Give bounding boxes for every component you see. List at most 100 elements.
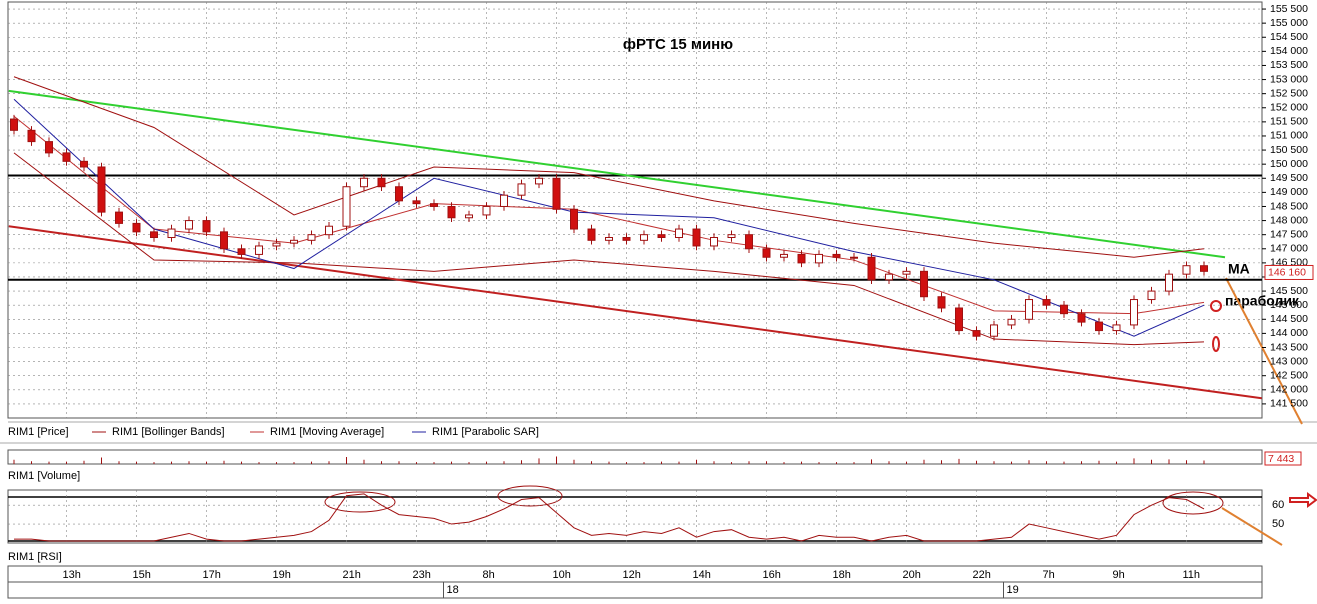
x-tick-label: 8h [483, 569, 495, 581]
x-tick-label: 10h [553, 569, 571, 581]
y-tick-label: 145 000 [1270, 299, 1308, 311]
y-tick-label: 150 000 [1270, 158, 1308, 170]
x-tick-label: 20h [903, 569, 921, 581]
candle-body [552, 177, 561, 210]
candle-body [990, 324, 998, 337]
x-tick-label: 17h [203, 569, 221, 581]
y-tick-label: 60 [1272, 499, 1284, 511]
x-tick-label: 13h [63, 569, 81, 581]
candle-body [867, 256, 876, 281]
trendline [8, 225, 1262, 400]
y-tick-label: 153 000 [1270, 73, 1308, 85]
candle-body [290, 239, 298, 244]
candle-body [430, 203, 438, 207]
y-tick-label: 143 500 [1270, 341, 1308, 353]
y-tick-label: 149 000 [1270, 186, 1308, 198]
y-tick-label: 144 000 [1270, 327, 1308, 339]
x-tick-label: 23h [413, 569, 431, 581]
x-tick-label: 18h [833, 569, 851, 581]
candle-body [1200, 265, 1208, 272]
candle-body [675, 228, 683, 238]
candle-body [1182, 265, 1191, 275]
y-tick-label: 154 500 [1270, 31, 1308, 43]
candle-body [955, 307, 963, 332]
price-tag-label: 146 160 [1268, 266, 1306, 278]
day-label: 19 [1007, 584, 1019, 596]
y-tick-label: 142 000 [1270, 384, 1308, 396]
volume-tag-label: 7 443 [1268, 453, 1294, 465]
x-tick-label: 7h [1043, 569, 1055, 581]
candle-body [1130, 299, 1138, 326]
candle-body [1025, 299, 1033, 320]
trendline [8, 89, 1226, 259]
candle-body [727, 234, 736, 238]
y-tick-label: 152 000 [1270, 102, 1308, 114]
candle-body [202, 220, 211, 233]
candle-body [850, 256, 858, 259]
candle-body [377, 177, 386, 188]
annotation: параболик [1225, 293, 1300, 309]
y-tick-label: 142 500 [1270, 369, 1308, 381]
y-tick-label: 148 000 [1270, 214, 1308, 226]
candle-body [762, 248, 771, 258]
candle-body [482, 205, 491, 216]
candle-body [920, 270, 928, 298]
candle-body [1007, 318, 1016, 326]
candle-body [587, 228, 596, 241]
candle-body [1060, 304, 1068, 315]
y-tick-label: 153 500 [1270, 59, 1308, 71]
candle-body [535, 177, 543, 185]
candle-body [972, 330, 981, 337]
candle-body [1165, 273, 1173, 292]
y-tick-label: 150 500 [1270, 144, 1308, 156]
candle-body [185, 220, 193, 230]
candle-body [692, 228, 701, 247]
day-label: 18 [447, 584, 459, 596]
y-tick-label: 50 [1272, 518, 1284, 530]
candle-body [220, 231, 228, 250]
candle-body [395, 186, 403, 202]
candle-body [360, 177, 368, 188]
candle-body [517, 183, 526, 196]
candle-body [115, 211, 123, 224]
candle-body [45, 141, 53, 154]
y-tick-label: 144 500 [1270, 313, 1308, 325]
candle-body [1095, 321, 1103, 332]
y-tick-label: 145 500 [1270, 285, 1308, 297]
candle-body [640, 234, 648, 241]
legend-label: RIM1 [Bollinger Bands] [112, 426, 225, 438]
candle-body [27, 129, 36, 143]
candle-body [272, 242, 281, 247]
y-tick-label: 152 500 [1270, 87, 1308, 99]
y-tick-label: 149 500 [1270, 172, 1308, 184]
x-tick-label: 12h [623, 569, 641, 581]
candle-body [1147, 290, 1156, 301]
candle-body [325, 225, 333, 236]
y-tick-label: 141 500 [1270, 398, 1308, 410]
x-tick-label: 15h [133, 569, 151, 581]
x-tick-label: 22h [973, 569, 991, 581]
y-tick-label: 147 000 [1270, 243, 1308, 255]
candle-body [255, 245, 263, 255]
y-tick-label: 147 500 [1270, 228, 1308, 240]
marker-circle [1210, 300, 1222, 312]
candle-body [465, 214, 473, 219]
y-tick-label: 155 000 [1270, 17, 1308, 29]
legend-label: RIM1 [Parabolic SAR] [432, 426, 539, 438]
x-tick-label: 11h [1183, 569, 1201, 581]
annotation: MA [1228, 261, 1250, 277]
legend-label: RIM1 [Moving Average] [270, 426, 384, 438]
marker-circle [1212, 336, 1220, 352]
candle-body [167, 228, 176, 238]
y-tick-label: 155 500 [1270, 3, 1308, 15]
arrow-marker [1289, 492, 1317, 508]
candle-body [797, 253, 806, 264]
candle-body [885, 273, 893, 281]
rsi-panel [7, 489, 1263, 544]
candle-body [657, 234, 666, 238]
candle-body [342, 186, 351, 227]
forecast-arrow [1225, 277, 1303, 425]
candle-body [1077, 313, 1086, 323]
candle-body [832, 253, 841, 258]
price-panel [7, 1, 1263, 419]
